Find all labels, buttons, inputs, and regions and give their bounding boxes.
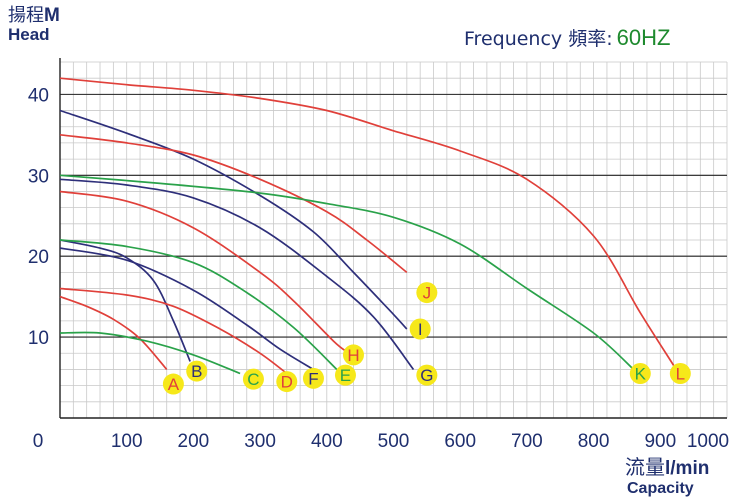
x-tick-label: 600 [444,431,476,452]
y-axis-title-en: Head [8,25,50,44]
y-axis-title: 揚程M Head [8,6,60,43]
curve-label-k: K [635,365,647,384]
curve-f [59,247,314,371]
x-axis-title-cjk: 流量 [625,455,665,479]
frequency-caption: Frequency 頻率: [464,28,613,50]
x-axis-title: 流量l/min Capacity [625,455,710,497]
curve-k [59,174,635,371]
y-tick-label: 40 [28,85,49,106]
curve-c [59,331,241,375]
y-axis-title-cjk: 揚程 [8,5,44,26]
frequency-value: 60HZ [616,25,671,50]
x-tick-label: 700 [511,431,543,452]
x-tick-label: 500 [378,431,410,452]
curve-label-badge-a [162,373,184,395]
x-tick-label: 400 [311,431,343,452]
curve-i [59,109,408,330]
curve-label-d: D [281,373,293,392]
y-tick-label: 30 [28,166,49,187]
curve-e [59,239,338,371]
y-axis-unit: M [44,5,60,26]
curve-label-badge-i [409,318,431,340]
curve-label-b: B [191,362,202,381]
curve-label-f: F [308,369,318,388]
curve-g [59,178,415,371]
curve-label-badge-d [276,371,298,393]
x-tick-label: 300 [244,431,276,452]
curve-labels: AB C D E F G H IJ K L [162,282,691,395]
axis-ticks: 0 100 200 300 400 500 600 700 800 900 1000 10 20 30 40 [28,85,729,452]
curve-label-badge-j [416,282,438,304]
curve-j [59,133,408,274]
curve-h [59,190,348,353]
x-axis-title-en: Capacity [627,480,694,497]
curve-label-h: H [347,346,359,365]
x-tick-label: 100 [111,431,143,452]
curve-b [59,239,191,362]
curve-label-badge-l [669,363,691,384]
x-tick-label: 200 [178,431,210,452]
curve-label-badge-e [334,364,356,386]
curve-label-badge-c [242,368,264,390]
curve-label-c: C [247,370,259,389]
curve-label-badge-k [629,363,651,384]
y-tick-label: 20 [28,247,49,268]
pump-curves [59,77,675,375]
x-tick-label: 900 [644,431,676,452]
chart-grid [59,58,728,419]
curve-label-e: E [340,366,351,385]
curve-label-badge-f [302,367,324,389]
curve-label-j: J [423,284,432,303]
curve-d [59,287,288,375]
x-tick-label: 800 [578,431,610,452]
x-tick-label: 0 [33,431,44,452]
x-axis-unit: l/min [665,458,710,479]
curve-label-l: L [676,365,685,384]
curve-label-g: G [420,366,433,385]
y-tick-label: 10 [28,328,49,349]
curve-label-i: I [418,320,423,339]
curve-a [59,295,168,371]
x-tick-label: 1000 [687,431,729,452]
curve-l [59,77,675,366]
curve-label-badge-h [342,344,364,366]
frequency-label: Frequency 頻率: 60HZ [464,24,670,51]
curve-label-badge-g [416,364,438,386]
curve-label-a: A [168,375,180,394]
curve-label-badge-b [186,360,208,382]
